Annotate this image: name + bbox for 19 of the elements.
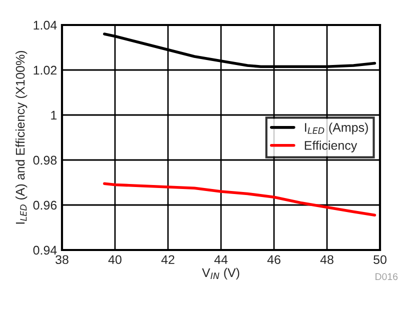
y-axis-title: I$_{LED}$ (A) and Efficiency (X100%) [16,50,28,224]
x-tick-label: 50 [374,255,386,264]
y-tick-label: 0.98 [33,156,57,165]
y-tick-label: 1 [51,110,57,120]
legend-label: I$_{LED}$ (Amps) [305,122,368,134]
x-tick-label: 48 [320,255,334,264]
x-tick-label: 38 [56,255,68,264]
y-tick-label: 1.04 [34,20,57,30]
x-axis-title: V$_{IN}$ (V) [202,268,240,280]
x-tick-label: 40 [108,255,122,264]
legend-label: Efficiency [304,140,358,152]
x-tick-label: 46 [267,255,280,264]
y-tick-label: 0.96 [33,200,57,210]
y-tick-label: 1.02 [34,66,57,75]
text: D016 [376,273,398,280]
y-tick-label: 0.94 [33,246,57,255]
x-tick-label: 44 [214,255,228,264]
x-tick-label: 42 [161,255,174,264]
line-series [103,182,376,217]
